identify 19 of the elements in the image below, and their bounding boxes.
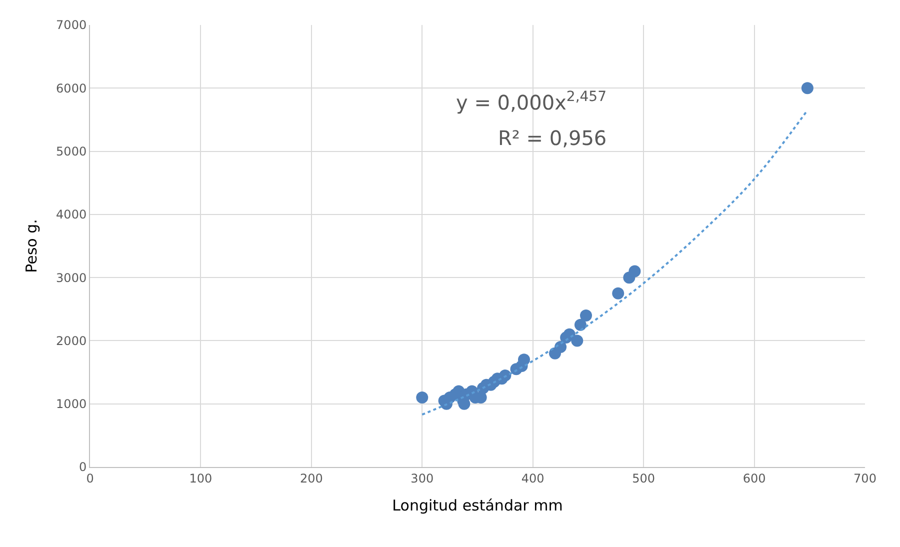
x-tick-label: 700 <box>854 471 876 486</box>
x-tick-label: 600 <box>742 471 766 486</box>
y-tick-label: 0 <box>78 460 87 474</box>
y-tick-label: 4000 <box>56 208 87 222</box>
y-tick-label: 6000 <box>56 81 87 96</box>
x-tick-label: 300 <box>410 471 434 486</box>
x-tick-label: 100 <box>189 471 212 486</box>
y-tick-label: 1000 <box>56 397 87 412</box>
y-tick-label: 5000 <box>56 144 87 158</box>
y-axis-title: Peso g. <box>22 219 40 273</box>
annotation: R² = 0,956 <box>498 126 607 150</box>
x-tick-label: 400 <box>521 471 544 486</box>
y-tick-label: 3000 <box>56 270 87 285</box>
x-tick-label: 500 <box>632 471 656 486</box>
y-tick-label: 2000 <box>56 334 87 348</box>
y-tick-label: 7000 <box>56 18 87 32</box>
x-axis-title: Longitud estándar mm <box>392 496 563 514</box>
annotation: y = 0,000x$^{2,457}$ <box>456 89 606 114</box>
x-tick-label: 200 <box>300 471 323 486</box>
